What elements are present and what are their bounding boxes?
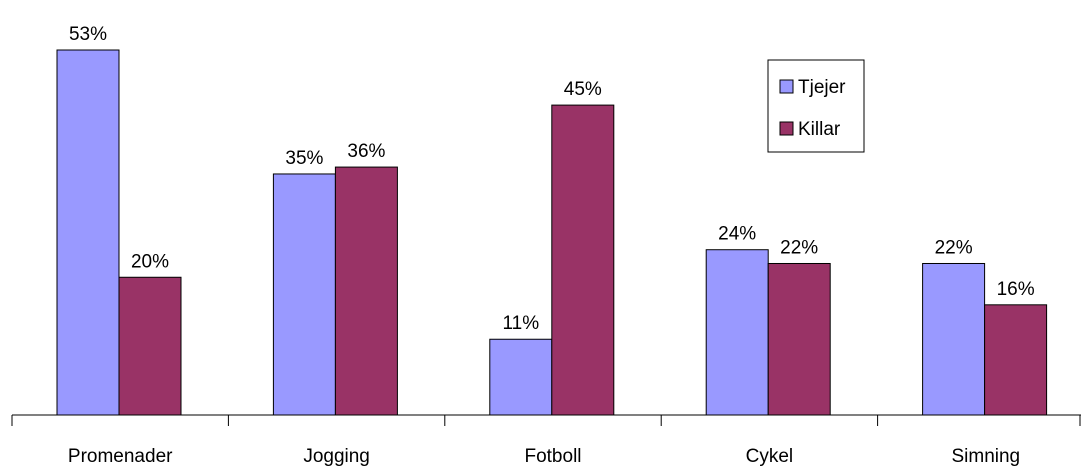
data-labels-layer: 53% 20% 35% 36% 11% 45% 24% 22% 22% 16% (69, 24, 1035, 334)
data-label: 22% (780, 237, 818, 258)
bar-killar-promenader (118, 276, 182, 416)
data-label: 11% (502, 313, 539, 334)
x-tick-label: Simning (951, 446, 1020, 466)
legend: Tjejer Killar (767, 59, 865, 153)
bar-tjejer-jogging (272, 173, 336, 416)
data-label: 45% (564, 79, 602, 100)
bar-killar-simning (984, 304, 1048, 416)
x-axis-ticks (11, 415, 1081, 426)
data-label: 16% (997, 279, 1035, 300)
legend-label-killar: Killar (798, 119, 841, 140)
legend-swatch-killar (779, 121, 794, 136)
bar-tjejer-promenader (56, 49, 120, 416)
data-label: 36% (347, 141, 385, 162)
bar-tjejer-simning (922, 262, 986, 416)
legend-swatch-tjejer (779, 79, 794, 94)
data-label: 22% (935, 237, 973, 258)
data-label: 20% (131, 251, 169, 272)
legend-box (767, 59, 865, 153)
x-tick-label: Jogging (303, 446, 370, 466)
x-axis-tick-labels: Promenader Jogging Fotboll Cykel Simning (68, 446, 1020, 466)
x-tick-label: Cykel (746, 446, 794, 466)
data-label: 53% (69, 24, 107, 45)
bar-killar-cykel (767, 262, 831, 416)
legend-label-tjejer: Tjejer (798, 77, 846, 98)
bar-killar-fotboll (551, 104, 615, 416)
bars-layer (56, 49, 1048, 416)
data-label: 24% (718, 224, 756, 245)
bar-tjejer-cykel (705, 249, 769, 416)
data-label: 35% (285, 148, 323, 169)
bar-tjejer-fotboll (489, 338, 553, 416)
x-tick-label: Fotboll (524, 446, 581, 466)
bar-killar-jogging (334, 166, 398, 416)
x-tick-label: Promenader (68, 446, 173, 466)
